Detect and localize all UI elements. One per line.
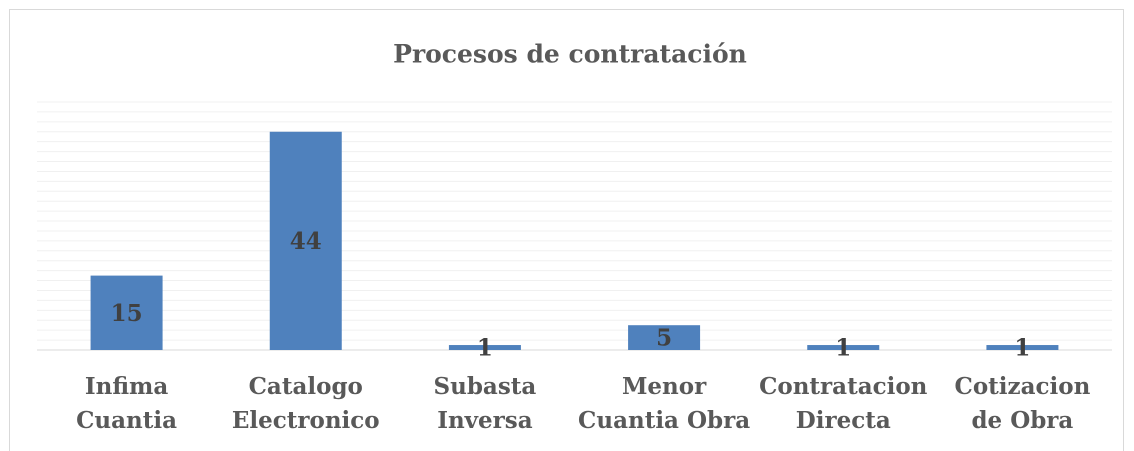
bar — [448, 345, 521, 350]
x-tick-label: Electronico — [232, 407, 380, 434]
data-label: 1 — [835, 335, 851, 362]
x-tick-label: Infima — [85, 373, 169, 400]
x-tick-label: Cotizacion — [955, 373, 1091, 400]
x-tick-label: de Obra — [971, 407, 1073, 434]
x-tick-label: Cuantia — [76, 407, 177, 434]
data-label: 44 — [290, 228, 322, 255]
bar — [90, 275, 163, 350]
bar — [807, 345, 880, 350]
x-tick-label: Contratacion — [759, 373, 928, 400]
bar — [986, 345, 1059, 350]
data-label: 15 — [111, 300, 143, 327]
data-label: 5 — [656, 325, 672, 352]
data-label: 1 — [477, 335, 493, 362]
chart-title: Procesos de contratación — [393, 40, 747, 69]
x-tick-label: Cuantia Obra — [578, 407, 750, 434]
data-label: 1 — [1014, 335, 1030, 362]
x-tick-label: Menor — [622, 373, 707, 400]
x-tick-label: Catalogo — [249, 373, 363, 400]
x-tick-label: Directa — [796, 407, 891, 434]
bar — [269, 131, 342, 350]
x-tick-label: Subasta — [434, 373, 537, 400]
x-tick-label: Inversa — [437, 407, 533, 434]
chart-frame — [9, 9, 1124, 451]
bar — [628, 325, 701, 350]
